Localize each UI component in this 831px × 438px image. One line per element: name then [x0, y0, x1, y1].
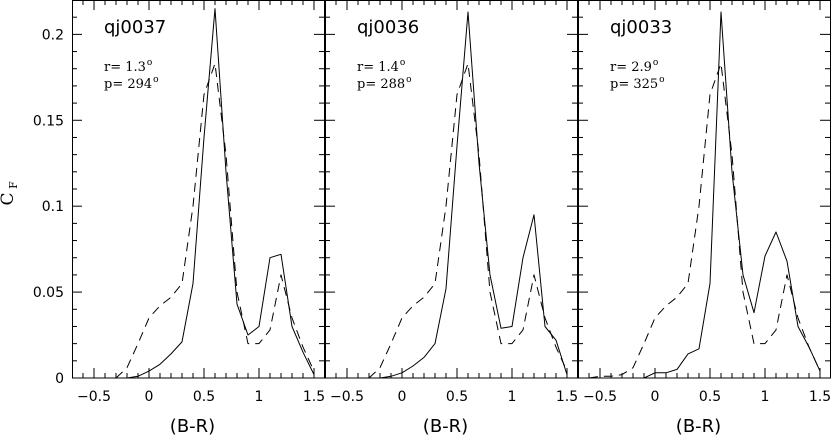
panel-frame: [72, 0, 325, 379]
panel-frame: [325, 0, 578, 379]
panels: −0.5 0 0.5 1 1.5 0 0.05 0.1 0.15 0.2 (B-R) qj0037 r=…: [33, 0, 831, 437]
y-tick-label: 0.15: [33, 113, 64, 129]
p-annotation: p= 294: [104, 77, 152, 92]
p-degree-mark: o: [153, 75, 158, 85]
dashed-series-line: [588, 63, 821, 379]
y-tick-label: 0: [55, 371, 64, 387]
x-tick-label: 1.5: [556, 389, 578, 405]
x-tick-label: 1: [255, 389, 264, 405]
panel-title: qj0033: [610, 17, 672, 38]
r-annotation: r= 1.3: [104, 60, 146, 75]
x-tick-label: 1: [761, 389, 770, 405]
y-axis-label: C F: [0, 181, 20, 206]
r-annotation: r= 2.9: [610, 60, 652, 75]
x-tick-label: −0.5: [330, 389, 364, 405]
y-tick-label: 0.05: [33, 285, 64, 301]
p-annotation: p= 288: [357, 77, 405, 92]
panel-title: qj0037: [104, 17, 166, 38]
x-axis-title: (B-R): [676, 416, 721, 437]
panel-frame: [578, 0, 831, 379]
y-axis-label-main: C: [0, 192, 18, 205]
x-tick-label: 0: [145, 389, 154, 405]
x-axis-title: (B-R): [170, 416, 215, 437]
x-axis-title: (B-R): [423, 416, 468, 437]
x-tick-label: 0.5: [699, 389, 721, 405]
y-tick-label: 0.2: [42, 27, 64, 43]
x-tick-label: 1.5: [303, 389, 325, 405]
solid-series-line: [600, 11, 821, 379]
r-degree-mark: o: [147, 58, 152, 68]
p-annotation: p= 325: [610, 77, 658, 92]
y-tick-label: 0.1: [42, 199, 64, 215]
x-tick-label: 0.5: [193, 389, 215, 405]
x-tick-label: 0: [398, 389, 407, 405]
r-degree-mark: o: [653, 58, 658, 68]
p-degree-mark: o: [406, 75, 411, 85]
x-tick-label: 0.5: [446, 389, 468, 405]
x-tick-label: 0: [651, 389, 660, 405]
x-tick-label: 1: [508, 389, 517, 405]
solid-series-line: [126, 8, 315, 379]
dashed-series-line: [368, 63, 568, 379]
r-degree-mark: o: [400, 58, 405, 68]
dashed-series-line: [115, 63, 315, 379]
y-axis-label-subscript: F: [7, 181, 20, 189]
r-annotation: r= 1.4: [357, 60, 399, 75]
panel-title: qj0036: [357, 17, 419, 38]
x-tick-label: 1.5: [809, 389, 831, 405]
p-degree-mark: o: [659, 75, 664, 85]
panel-1: −0.5 0 0.5 1 1.5 0 0.05 0.1 0.15 0.2 (B-R) qj0037 r=…: [33, 0, 325, 437]
x-tick-label: −0.5: [583, 389, 617, 405]
x-tick-label: −0.5: [77, 389, 111, 405]
solid-series-line: [379, 11, 568, 379]
